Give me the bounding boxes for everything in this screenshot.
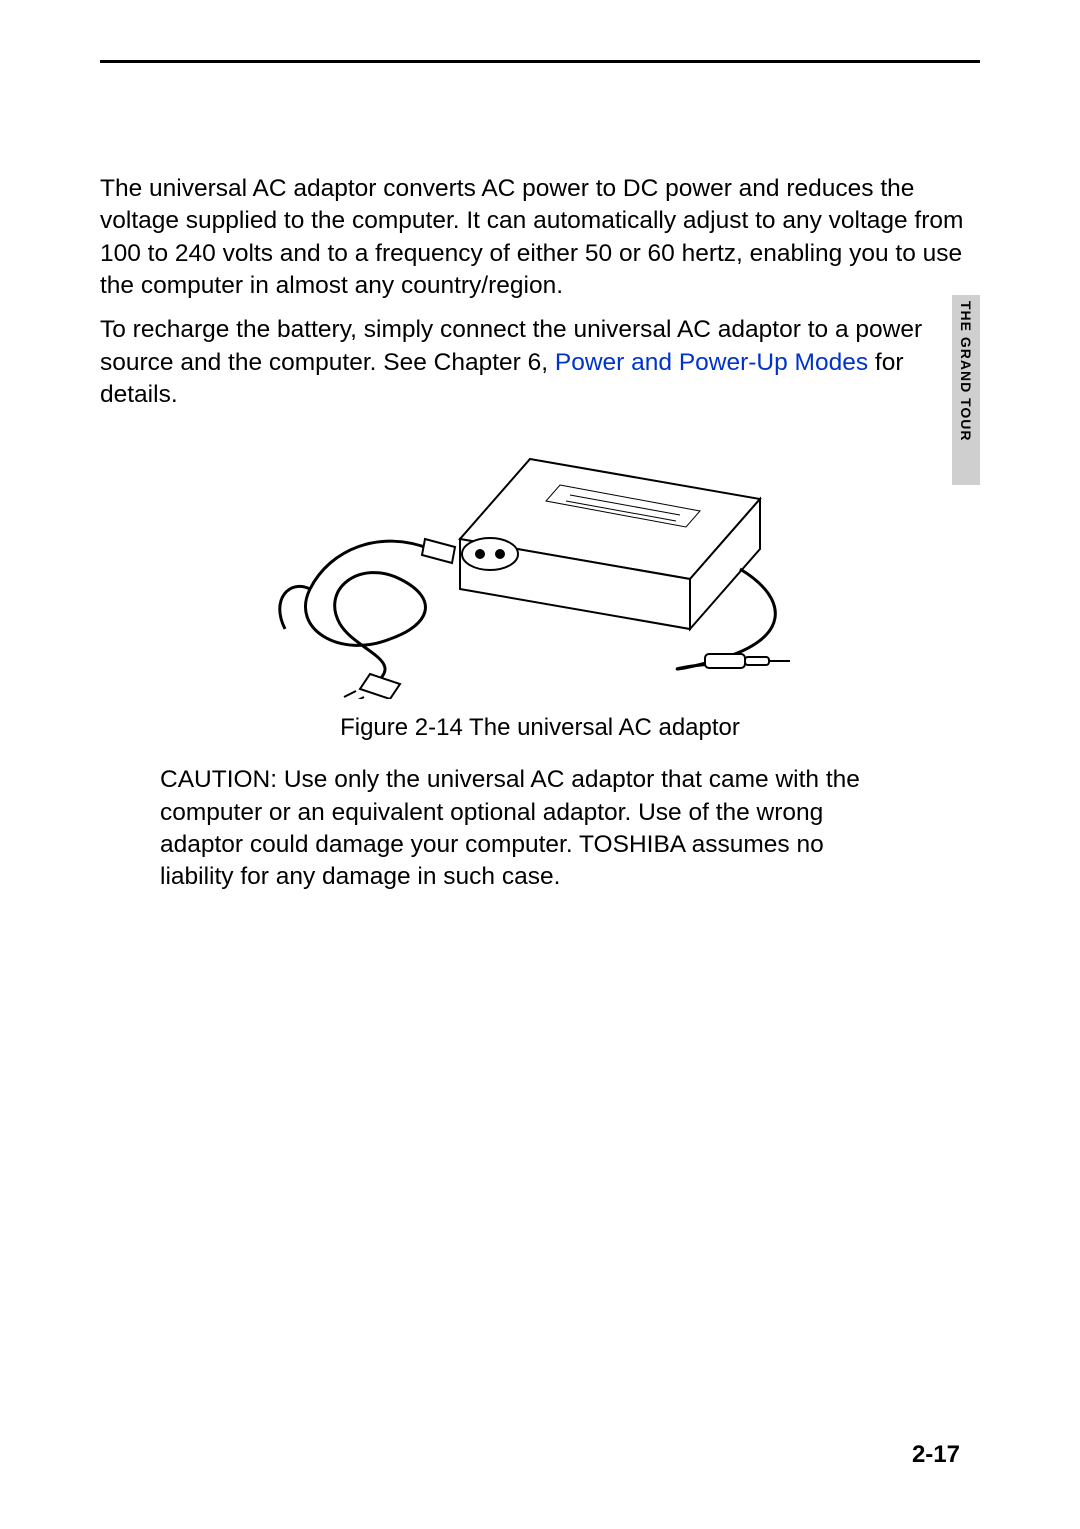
figure-2-14: Figure 2-14 The universal AC adaptor [100,429,980,742]
caution-text: CAUTION: Use only the universal AC adapt… [100,764,980,893]
page-container: THE GRAND TOUR The universal AC adaptor … [0,0,1080,1529]
page-number: 2-17 [912,1441,960,1469]
paragraph-1: The universal AC adaptor converts AC pow… [100,173,980,302]
paragraph-2: To recharge the battery, simply connect … [100,314,980,411]
section-tab: THE GRAND TOUR [952,295,980,485]
chapter-link[interactable]: Power and Power-Up Modes [555,349,868,376]
top-rule [100,60,980,63]
figure-caption: Figure 2-14 The universal AC adaptor [100,714,980,742]
ac-adaptor-illustration [230,429,850,699]
body-text: The universal AC adaptor converts AC pow… [100,173,980,411]
section-tab-label: THE GRAND TOUR [958,301,974,442]
